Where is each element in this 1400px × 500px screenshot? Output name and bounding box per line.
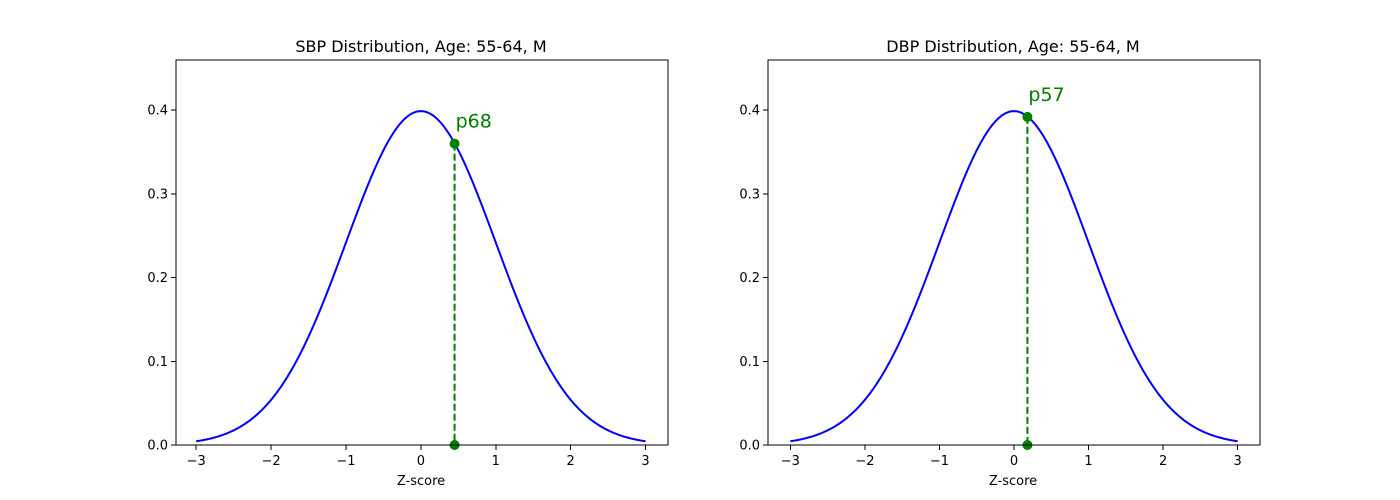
sbp-y-axis: 0.0 0.1 0.2 0.3 0.4 bbox=[147, 104, 176, 454]
dbp-axes-frame bbox=[767, 59, 1261, 446]
dbp-density-curve bbox=[790, 110, 1238, 443]
sbp-marker-point bbox=[449, 138, 460, 149]
dbp-x-tick-label: 3 bbox=[1233, 454, 1241, 469]
sbp-x-axis-label: Z-score bbox=[397, 474, 445, 489]
sbp-x-tick-label: −2 bbox=[262, 454, 281, 469]
dbp-y-tick-label: 0.1 bbox=[739, 355, 760, 370]
dbp-y-tick-label: 0.2 bbox=[739, 271, 760, 286]
sbp-y-tick-label: 0.1 bbox=[147, 355, 168, 370]
dbp-chart-title: DBP Distribution, Age: 55-64, M bbox=[886, 37, 1139, 56]
dbp-x-tick-label: −2 bbox=[855, 454, 874, 469]
dbp-y-tick-label: 0.3 bbox=[739, 187, 760, 202]
sbp-percentile-label: p68 bbox=[456, 111, 492, 133]
dbp-y-tick-label: 0.4 bbox=[739, 104, 760, 119]
sbp-x-tick-label: 2 bbox=[567, 454, 575, 469]
dbp-y-tick-label: 0.0 bbox=[739, 439, 760, 454]
dbp-percentile-label: p57 bbox=[1028, 84, 1064, 106]
sbp-density-curve bbox=[196, 110, 646, 443]
sbp-x-tick-label: 3 bbox=[641, 454, 649, 469]
sbp-y-tick-label: 0.0 bbox=[147, 439, 168, 454]
dbp-panel: DBP Distribution, Age: 55-64, M 0.00.10.… bbox=[739, 37, 1261, 489]
dbp-x-axis-label: Z-score bbox=[989, 474, 1037, 489]
sbp-x-axis: −3 −2 −1 0 1 2 3 bbox=[187, 445, 650, 469]
sbp-chart-title: SBP Distribution, Age: 55-64, M bbox=[295, 37, 546, 56]
dbp-x-tick-label: 1 bbox=[1084, 454, 1092, 469]
sbp-x-tick-label: 0 bbox=[417, 454, 425, 469]
sbp-x-tick-label: −1 bbox=[336, 454, 355, 469]
dbp-marker-point bbox=[1022, 111, 1033, 122]
sbp-axes-frame bbox=[175, 59, 669, 446]
sbp-y-tick-label: 0.2 bbox=[147, 271, 168, 286]
dbp-x-tick-label: −3 bbox=[781, 454, 800, 469]
sbp-y-tick-label: 0.4 bbox=[147, 104, 168, 119]
sbp-panel: SBP Distribution, Age: 55-64, M 0.00.10.… bbox=[147, 37, 669, 489]
sbp-x-tick-label: −3 bbox=[187, 454, 206, 469]
dbp-y-axis: 0.0 0.1 0.2 0.3 0.4 bbox=[739, 104, 768, 454]
dbp-x-tick-label: −1 bbox=[930, 454, 949, 469]
dbp-x-tick-label: 2 bbox=[1159, 454, 1167, 469]
sbp-y-tick-label: 0.3 bbox=[147, 187, 168, 202]
dbp-x-axis: −3 −2 −1 0 1 2 3 bbox=[781, 445, 1242, 469]
dbp-x-tick-label: 0 bbox=[1010, 454, 1018, 469]
sbp-x-tick-label: 1 bbox=[492, 454, 500, 469]
